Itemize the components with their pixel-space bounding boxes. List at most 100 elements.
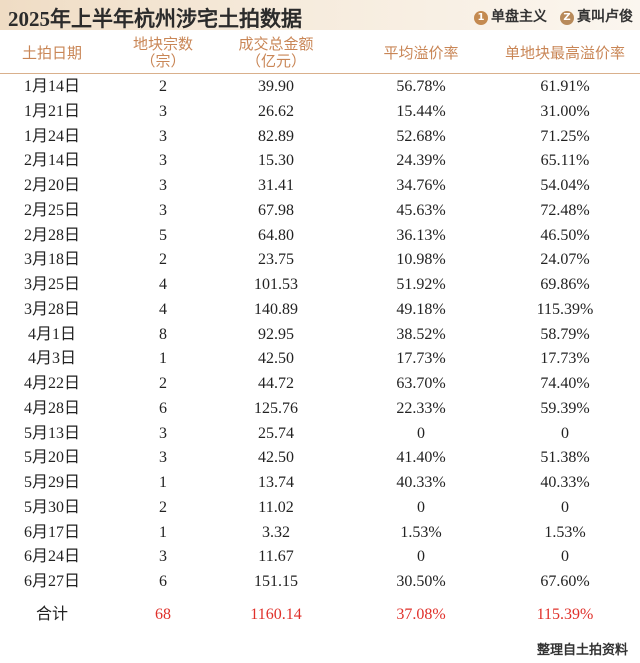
table-cell: 5月30日: [23, 498, 80, 516]
table-cell: 40.33%: [540, 474, 590, 491]
table-cell: 6月17日: [23, 523, 80, 541]
table-cell: 5月13日: [23, 424, 80, 442]
table-cell: 58.79%: [540, 325, 590, 343]
total-cell: 115.39%: [536, 606, 594, 623]
table-cell: 0: [417, 424, 425, 442]
table-cell: 3月18日: [23, 251, 80, 269]
table-cell: 44.72: [258, 375, 294, 392]
table-cell: 2月20日: [23, 177, 80, 194]
header-divider: [0, 73, 640, 74]
table-cell: 64.80: [258, 226, 294, 244]
table-cell: 26.62: [258, 102, 294, 120]
table-cell: 1.53%: [400, 523, 442, 541]
table-cell: 92.95: [258, 325, 294, 343]
table-cell: 49.18%: [396, 300, 446, 318]
logo-text: 单盘主义: [491, 9, 547, 25]
table-cell: 46.50%: [540, 226, 590, 244]
table-cell: 1: [159, 350, 167, 368]
table-cell: 1月14日: [23, 78, 80, 95]
table-cell: 71.25%: [540, 127, 590, 145]
table-cell: 30.50%: [396, 573, 446, 590]
table-cell: 38.52%: [396, 325, 446, 343]
column-header-text: （亿元）: [245, 54, 306, 70]
table-cell: 115.39%: [536, 300, 594, 318]
column-header: 地块宗数 （宗）: [108, 36, 218, 72]
table-cell: 42.50: [258, 350, 294, 368]
table-cell: 4月1日: [27, 325, 76, 343]
table-cell: 23.75: [258, 251, 294, 269]
table-cell: 31.00%: [540, 102, 590, 120]
table-cell: 34.76%: [396, 177, 446, 194]
footer: 整理自土拍资料: [536, 643, 628, 658]
table-cell: 22.33%: [396, 399, 446, 417]
table-cell: 6月27日: [23, 573, 80, 590]
table-cell: 140.89: [254, 300, 298, 318]
table-cell: 2: [159, 498, 167, 516]
table-cell: 0: [561, 424, 569, 442]
table-cell: 0: [417, 548, 425, 566]
table-cell: 1: [159, 523, 167, 541]
table-cell: 52.68%: [396, 127, 446, 145]
table-cell: 67.60%: [540, 573, 590, 590]
table-cell: 65.11%: [540, 152, 590, 170]
column-header-text: 成交总金额: [238, 37, 314, 53]
table-cell: 25.74: [258, 424, 294, 442]
table-cell: 36.13%: [396, 226, 446, 244]
table-cell: 4月22日: [23, 375, 80, 392]
column-header: 成交总金额 （亿元）: [211, 36, 341, 72]
table-cell: 4: [159, 276, 167, 293]
table-cell: 4月3日: [27, 350, 76, 368]
table-cell: 24.39%: [396, 152, 446, 170]
table-cell: 15.44%: [396, 102, 446, 120]
table-cell: 1月21日: [23, 102, 80, 120]
table-cell: 3: [159, 177, 167, 194]
table-cell: 2月25日: [23, 201, 80, 219]
total-cell: 合计: [35, 606, 68, 623]
table-cell: 11.02: [258, 498, 294, 516]
column-header: 平均溢价率: [346, 36, 496, 72]
table-cell: 0: [561, 498, 569, 516]
table-cell: 125.76: [254, 399, 298, 417]
table-cell: 2月14日: [23, 152, 80, 170]
table-cell: 3: [159, 102, 167, 120]
table-cell: 3月25日: [23, 276, 80, 293]
table-cell: 51.38%: [540, 449, 590, 467]
table-cell: 13.74: [258, 474, 294, 491]
column-header: 土拍日期: [2, 36, 102, 72]
table-cell: 6月24日: [23, 548, 80, 566]
table-cell: 40.33%: [396, 474, 446, 491]
logo: 1 单盘主义: [474, 6, 547, 26]
column-header-text: 土拍日期: [21, 45, 82, 62]
column-header-text: （宗）: [140, 54, 186, 70]
table-cell: 6: [159, 399, 167, 417]
table-cell: 72.48%: [540, 201, 590, 219]
column-header-text: 地块宗数: [132, 37, 193, 53]
table-cell: 4: [159, 300, 167, 318]
table-cell: 39.90: [258, 78, 294, 95]
table-cell: 151.15: [254, 573, 298, 590]
total-cell: 68: [155, 606, 171, 623]
table-cell: 45.63%: [396, 201, 446, 219]
title-bar: 2025年上半年杭州涉宅土拍数据 1 单盘主义 Z 真叫卢俊: [0, 0, 640, 31]
table-cell: 1: [159, 474, 167, 491]
table-cell: 41.40%: [396, 449, 446, 467]
table-cell: 5月20日: [23, 449, 80, 467]
table-cell: 82.89: [258, 127, 294, 145]
total-cell: 1160.14: [250, 606, 302, 623]
table-cell: 3: [159, 449, 167, 467]
table-cell: 31.41: [258, 177, 294, 194]
column-header: 单地块最高溢价率: [490, 36, 640, 72]
table-cell: 5: [159, 226, 167, 244]
table-cell: 2: [159, 78, 167, 95]
table-cell: 3: [159, 127, 167, 145]
table-cell: 63.70%: [396, 375, 446, 392]
column-header-text: 平均溢价率: [383, 45, 459, 62]
table-cell: 69.86%: [540, 276, 590, 293]
table-cell: 54.04%: [540, 177, 590, 194]
total-cell: 37.08%: [396, 606, 446, 623]
table-cell: 101.53: [254, 276, 298, 293]
table-cell: 0: [561, 548, 569, 566]
table-cell: 3: [159, 201, 167, 219]
table-cell: 3.32: [262, 523, 290, 541]
